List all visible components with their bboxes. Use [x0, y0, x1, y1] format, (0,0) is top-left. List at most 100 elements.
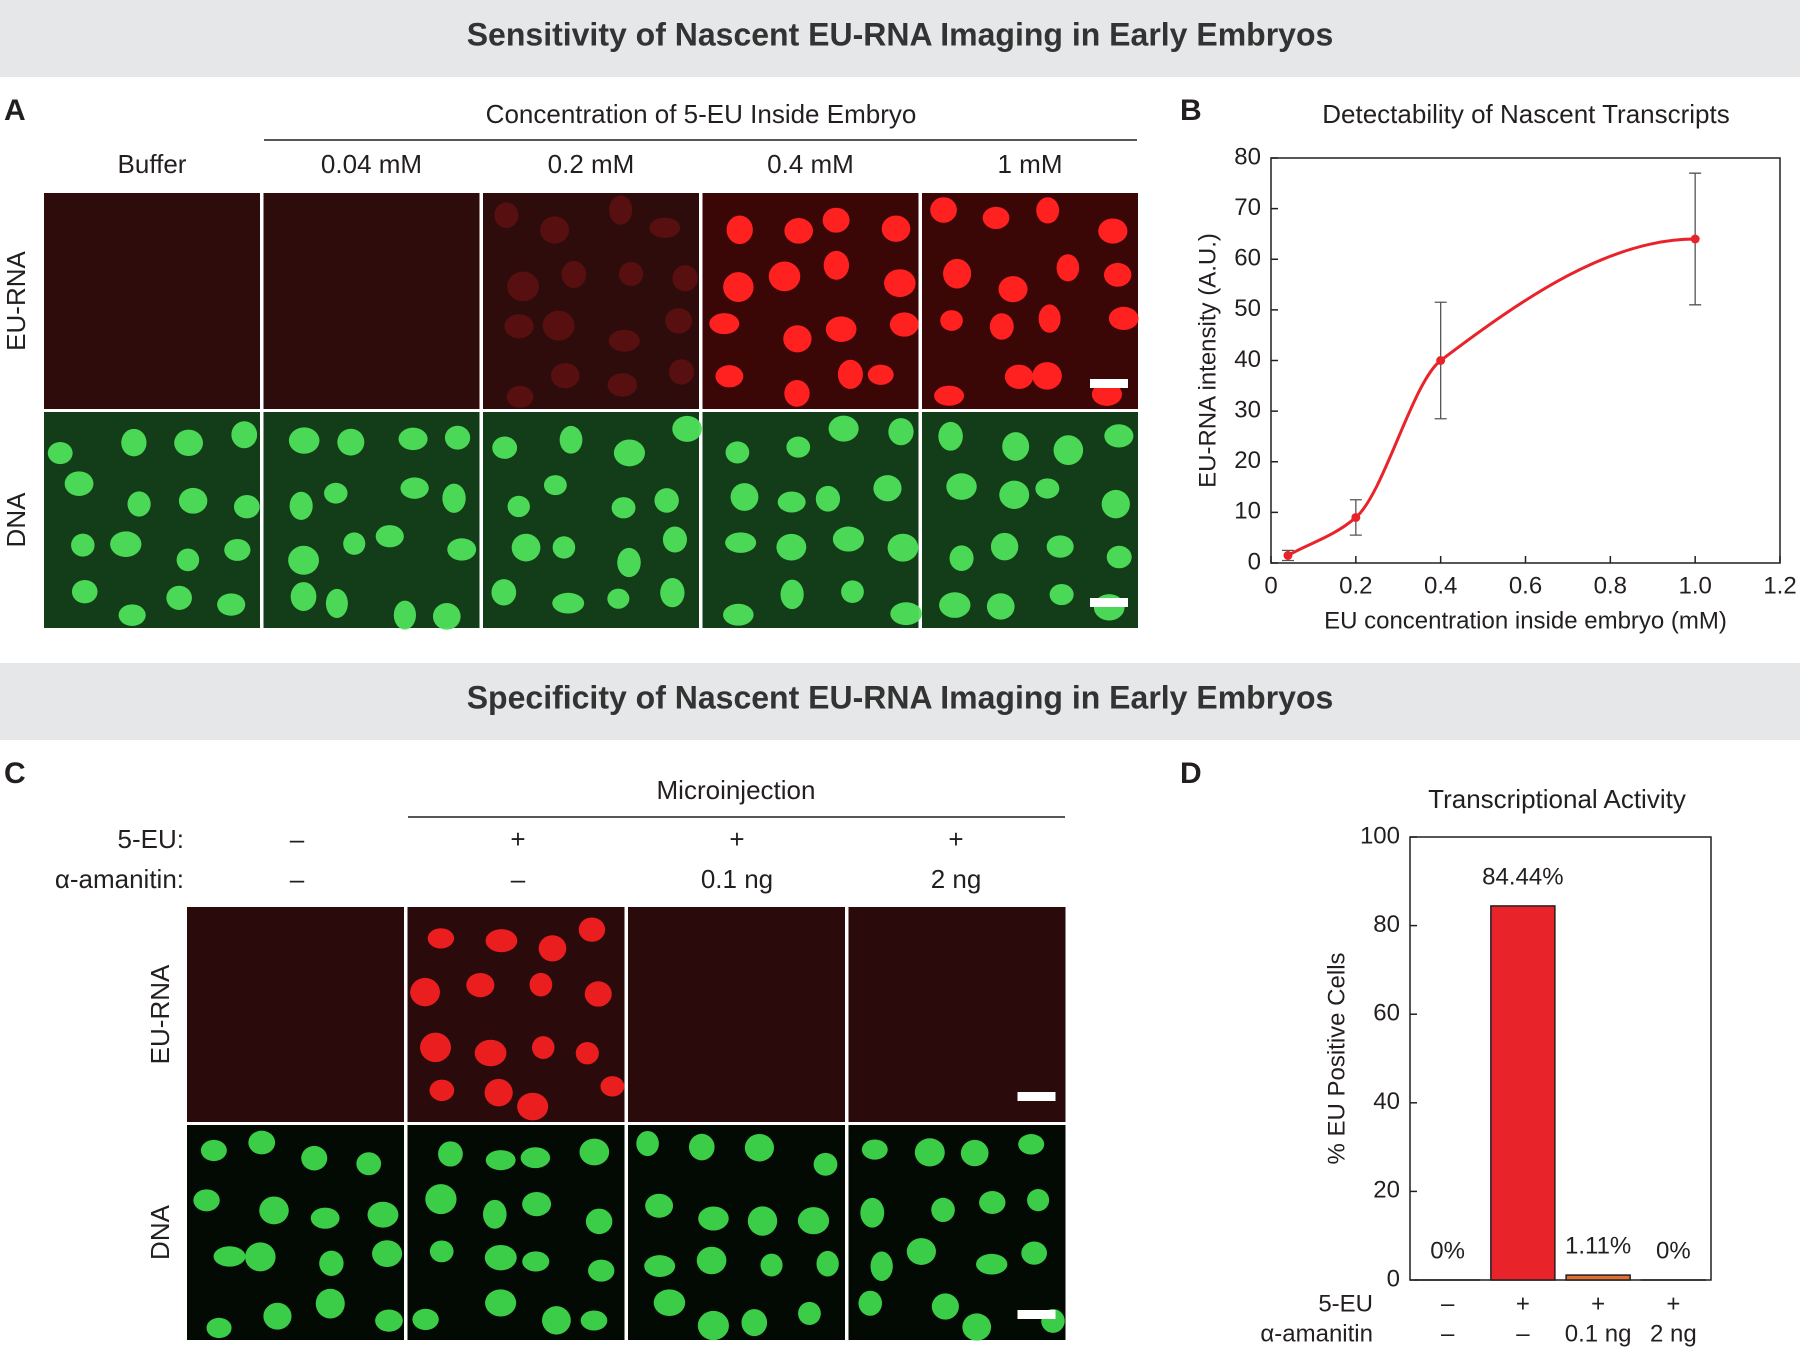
nucleus	[552, 536, 576, 559]
nucleus	[760, 1253, 783, 1277]
nucleus	[343, 532, 366, 555]
nucleus	[1049, 583, 1074, 606]
nucleus	[888, 418, 914, 446]
nucleus	[816, 1250, 839, 1277]
nucleus	[484, 1078, 513, 1107]
x-tick-label: 0.4	[1424, 572, 1457, 599]
nucleus	[828, 415, 859, 442]
nucleus	[319, 1250, 344, 1276]
y-tick-label: 70	[1234, 194, 1261, 221]
scale-bar	[1090, 598, 1128, 607]
nucleus	[858, 1290, 883, 1316]
micrograph	[263, 193, 480, 409]
nucleus	[618, 261, 644, 286]
nucleus	[768, 261, 801, 292]
nucleus	[504, 314, 534, 339]
header-band	[0, 0, 1800, 77]
nucleus	[442, 483, 466, 513]
header-band	[0, 663, 1800, 740]
nucleus	[998, 276, 1028, 303]
nucleus	[206, 1317, 232, 1339]
nucleus	[668, 359, 694, 385]
y-tick-label: 40	[1373, 1088, 1400, 1115]
nucleus	[474, 1039, 507, 1067]
panel-label: B	[1180, 94, 1202, 127]
y-tick-label: 80	[1234, 143, 1261, 170]
nucleus	[520, 1147, 551, 1169]
value-label: 1.11%	[1565, 1232, 1631, 1259]
nucleus	[976, 1253, 1008, 1275]
x-tick-label: 0.2	[1339, 572, 1372, 599]
nucleus	[290, 582, 317, 612]
nucleus	[193, 1189, 220, 1212]
header-title: Specificity of Nascent EU-RNA Imaging in…	[467, 679, 1334, 715]
nucleus	[356, 1152, 382, 1176]
nucleus	[609, 195, 633, 225]
nucleus	[982, 206, 1010, 230]
nucleus	[585, 1208, 613, 1235]
nucleus	[870, 1251, 893, 1281]
nucleus	[890, 602, 922, 626]
nucleus	[1108, 306, 1139, 330]
nucleus	[989, 313, 1014, 340]
micrograph	[922, 412, 1138, 628]
nucleus	[217, 593, 246, 616]
nucleus	[662, 526, 687, 553]
x-tick-label: 1.0	[1678, 572, 1711, 599]
row-label: DNA	[145, 1204, 175, 1260]
nucleus	[784, 217, 813, 244]
nucleus	[611, 497, 636, 519]
nucleus	[1002, 432, 1030, 461]
nucleus	[861, 1139, 888, 1160]
x-tick-label: 0.8	[1594, 572, 1627, 599]
nucleus	[654, 488, 679, 513]
nucleus	[660, 578, 685, 608]
nucleus	[653, 1289, 686, 1317]
nucleus	[777, 491, 806, 513]
category-row-label: α-amanitin	[1260, 1320, 1373, 1347]
nucleus	[914, 1138, 945, 1167]
column-label: 0.4 mM	[767, 149, 854, 179]
condition-value: 0.1 ng	[701, 864, 773, 894]
nucleus	[310, 1207, 340, 1229]
nucleus	[815, 485, 841, 512]
nucleus	[867, 364, 894, 385]
nucleus	[1053, 435, 1084, 466]
nucleus	[522, 1192, 552, 1217]
nucleus	[174, 429, 204, 457]
nucleus	[943, 258, 972, 289]
nucleus	[986, 593, 1015, 620]
nucleus	[412, 1308, 439, 1331]
nucleus	[823, 250, 850, 280]
y-tick-label: 0	[1248, 548, 1261, 575]
scale-bar	[1017, 1310, 1056, 1319]
nucleus	[822, 207, 850, 233]
nucleus	[118, 604, 146, 626]
nucleus	[780, 579, 804, 610]
nucleus	[813, 1152, 838, 1176]
nucleus	[288, 545, 320, 575]
nucleus	[315, 1288, 345, 1319]
nucleus	[538, 935, 567, 962]
group-label: Concentration of 5-EU Inside Embryo	[486, 99, 917, 129]
nucleus	[444, 425, 471, 450]
nucleus	[432, 602, 461, 630]
nucleus	[600, 1076, 625, 1097]
value-label: 84.44%	[1482, 863, 1563, 890]
nucleus	[939, 592, 971, 618]
x-axis-label: EU concentration inside embryo (mM)	[1324, 607, 1727, 634]
nucleus	[579, 1138, 610, 1166]
nucleus	[786, 436, 811, 458]
nucleus	[166, 585, 192, 610]
nucleus	[542, 1306, 571, 1335]
nucleus	[263, 1302, 292, 1330]
micrograph	[187, 907, 404, 1122]
nucleus	[529, 972, 553, 997]
nucleus	[492, 436, 518, 459]
column-label: 0.04 mM	[321, 149, 422, 179]
y-tick-label: 30	[1234, 396, 1261, 423]
nucleus	[825, 316, 857, 342]
nucleus	[1056, 254, 1080, 282]
condition-value: –	[511, 864, 526, 894]
nucleus	[375, 1309, 403, 1332]
